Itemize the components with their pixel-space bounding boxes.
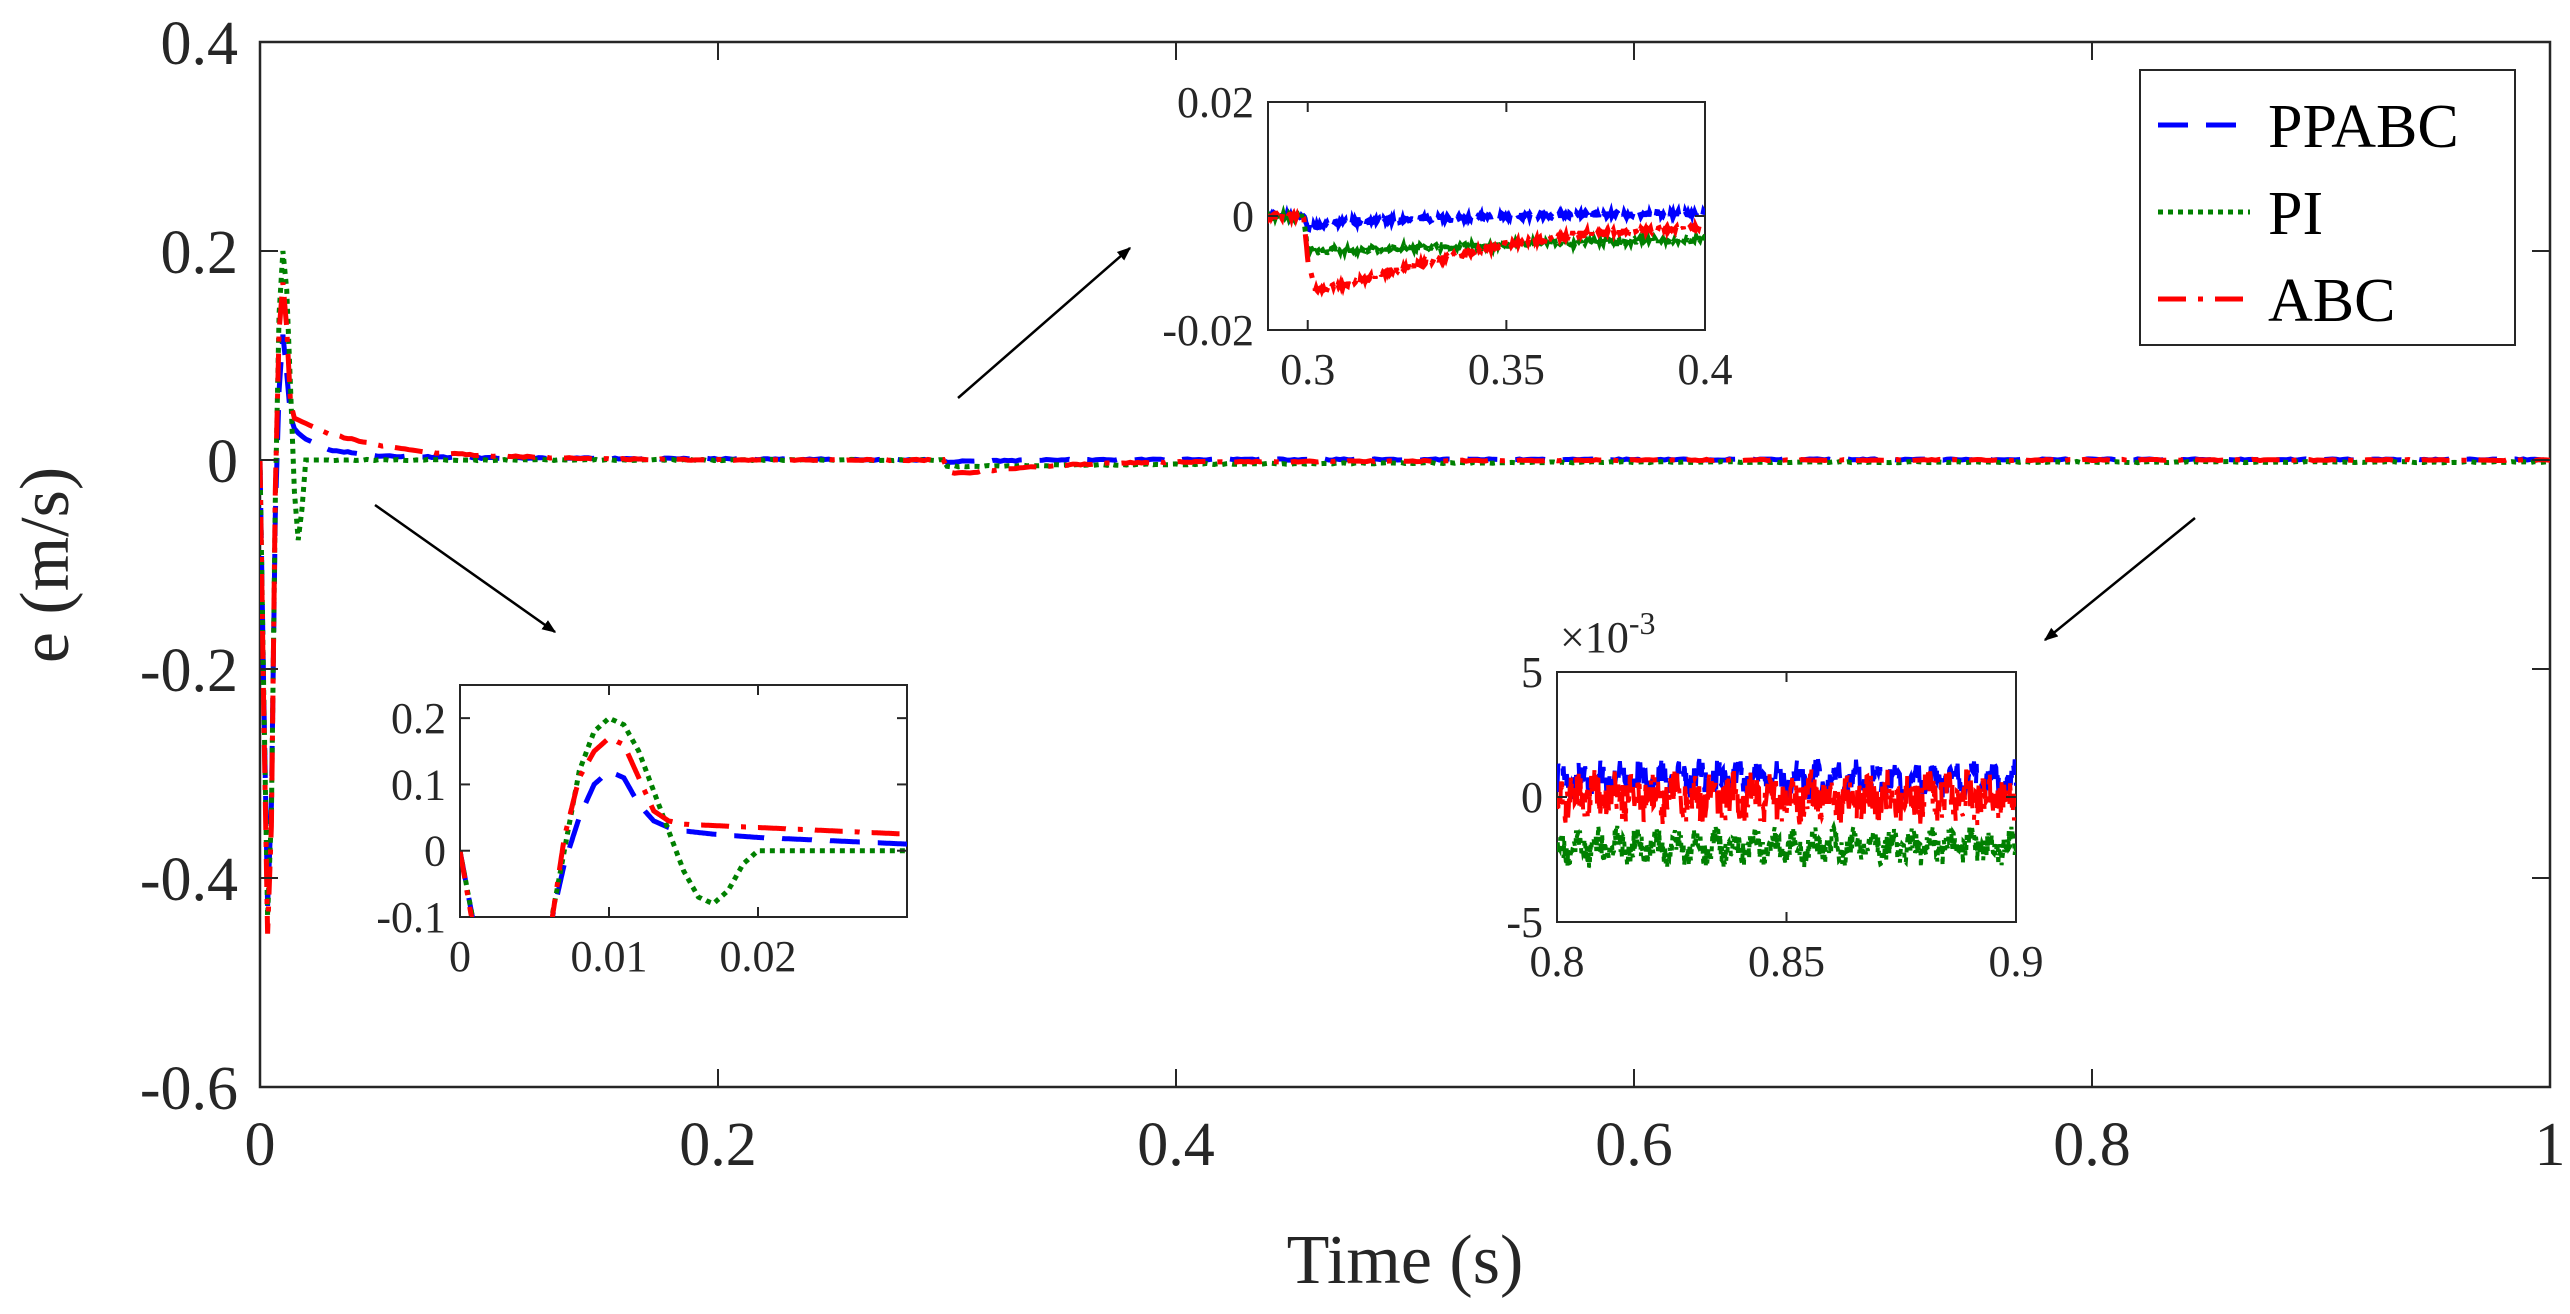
inset-startup-frame: [459, 684, 908, 918]
x-tick-label: 0.85: [1748, 937, 1825, 986]
x-tick-label: 0.3: [1280, 345, 1335, 394]
x-tick-label: 1: [2535, 1111, 2566, 1179]
inset-disturbance: 0.3 0.35 0.4 -0.02 0 0.02: [1162, 78, 1732, 394]
y-tick-label: 0: [424, 827, 446, 876]
x-tick-label: 0.01: [571, 932, 648, 981]
inset-steady-ticks: 0.8 0.85 0.9 -5 0 5: [1506, 648, 2043, 986]
main-y-ticks: -0.6 -0.4 -0.2 0 0.2 0.4: [140, 10, 2550, 1123]
x-tick-label: 0.2: [679, 1111, 757, 1179]
y-tick-label: -0.1: [376, 893, 446, 942]
y-tick-label: 0.2: [391, 694, 446, 743]
legend-label-pi: PI: [2268, 180, 2323, 248]
x-tick-label: 0.35: [1468, 345, 1545, 394]
series-line-abc: [1268, 207, 1705, 298]
series-line-ppabc: [460, 768, 907, 917]
inset-steady-line-abc: [1557, 766, 2016, 828]
inset-steady-line-pi: [1557, 820, 2016, 869]
inset-startup: 0 0.01 0.02-0.100.10.2: [376, 684, 908, 981]
x-tick-label: 0.8: [2053, 1111, 2131, 1179]
inset-disturbance-ticks: 0.3 0.35 0.4 -0.02 0 0.02: [1162, 78, 1732, 394]
y-tick-label: 0: [1521, 773, 1543, 822]
main-series-group: [260, 250, 2550, 934]
series-line-abc: [460, 734, 907, 917]
y-tick-label: -0.6: [140, 1055, 238, 1123]
inset-steady-state: 0.8 0.85 0.9 -5 0 5 ×10-3: [1506, 605, 2043, 986]
x-tick-label: 0.6: [1595, 1111, 1673, 1179]
zoom-arrows: [374, 247, 2196, 641]
arrow-to-steady-inset: [2043, 517, 2196, 641]
main-x-ticks: 0 0.2 0.4 0.6 0.8 1: [245, 42, 2566, 1179]
x-tick-label: 0: [449, 932, 471, 981]
y-axis-label: e (m/s): [7, 467, 84, 663]
y-tick-label: 0.4: [161, 10, 239, 78]
x-tick-label: 0.8: [1530, 937, 1585, 986]
x-tick-label: 0.4: [1678, 345, 1733, 394]
arrow-to-startup-inset: [374, 503, 557, 634]
inset-disturbance-series: [1268, 201, 1705, 298]
y-tick-label: 0: [207, 428, 238, 496]
y-tick-label: -0.2: [140, 637, 238, 705]
legend-label-abc: ABC: [2268, 267, 2395, 335]
y-tick-label: -5: [1506, 898, 1543, 947]
y-tick-label: 0: [1232, 192, 1254, 241]
y-tick-label: 0.2: [161, 219, 239, 287]
legend-label-ppabc: PPABC: [2268, 93, 2459, 161]
inset-steady-series: [1557, 753, 2016, 869]
x-axis-label: Time (s): [1287, 1222, 1524, 1299]
y-tick-label: 0.02: [1177, 78, 1254, 127]
series-line-pi: [460, 714, 907, 917]
x-tick-label: 0: [245, 1111, 276, 1179]
legend: PPABC PI ABC: [2139, 69, 2516, 346]
x-tick-label: 0.02: [720, 932, 797, 981]
series-line-ppabc: [1268, 201, 1705, 234]
arrow-to-disturbance-inset: [957, 247, 1132, 399]
inset-startup-ticks: 0 0.01 0.02-0.100.10.2: [376, 685, 907, 981]
y-tick-label: -0.4: [140, 846, 238, 914]
x-tick-label: 0.9: [1989, 937, 2044, 986]
y-tick-label: 5: [1521, 648, 1543, 697]
y-tick-label: 0.1: [391, 760, 446, 809]
inset-steady-multiplier: ×10-3: [1560, 605, 1655, 662]
series-line-abc: [260, 282, 2550, 934]
inset-startup-series: [460, 714, 907, 917]
x-tick-label: 0.4: [1137, 1111, 1215, 1179]
y-tick-label: -0.02: [1162, 306, 1254, 355]
